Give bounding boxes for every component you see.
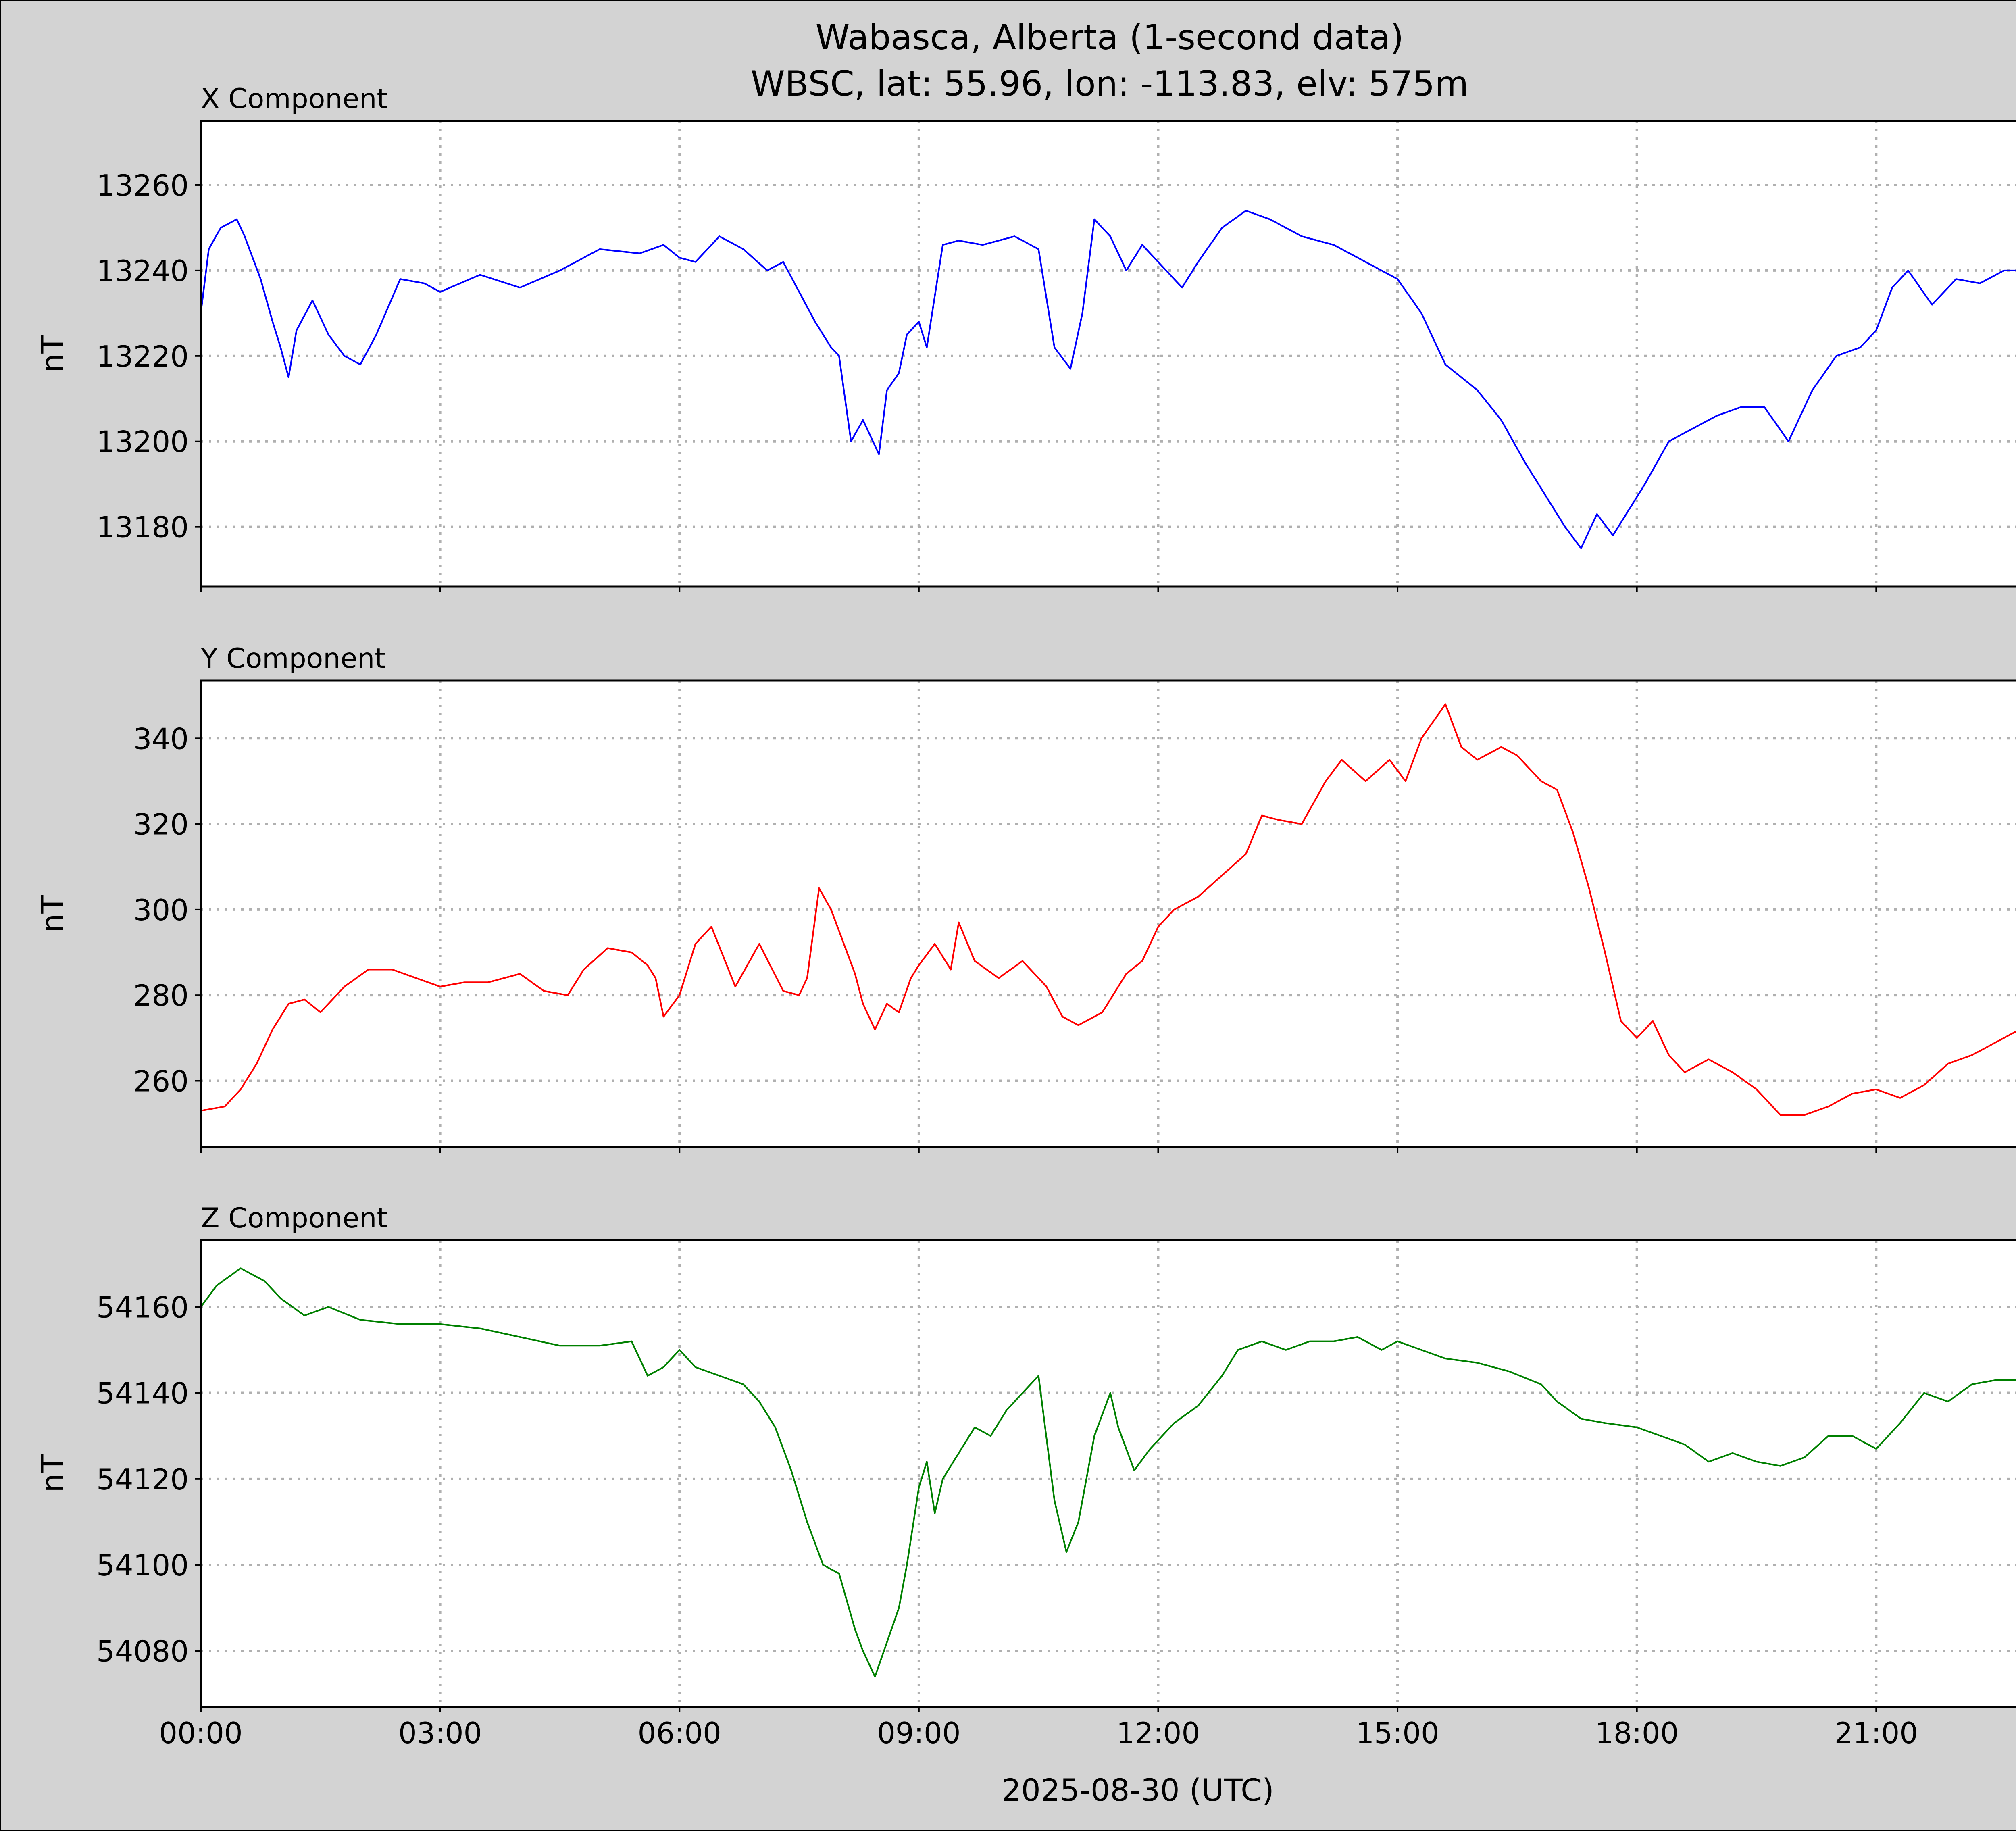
x-axis-title: 2025-08-30 (UTC) [1002,1772,1274,1808]
xtick-label-4: 12:00 [1116,1716,1200,1750]
y-plot-area [201,681,2016,1147]
y-plot-frame [200,679,2016,1148]
xtick-label-6: 18:00 [1595,1716,1679,1750]
z-ytick-label-4: 54160 [96,1290,189,1324]
xtick-label-1: 03:00 [398,1716,482,1750]
x-series-line-0 [200,210,2016,549]
z-plot-area [201,1240,2016,1707]
xtick-label-0: 00:00 [159,1716,243,1750]
y-ytick-label-4: 340 [133,722,189,756]
y-component-panel: 260 280 300 320 340 Y Component nT [35,643,2016,1153]
y-ytick-label-3: 320 [133,808,189,842]
z-panel-title: Z Component [201,1202,387,1234]
y-panel-title: Y Component [200,643,385,675]
z-ytick-label-0: 54080 [96,1634,189,1668]
x-component-panel: 13180 13200 13220 13240 13260 X Component nT [35,83,2016,592]
y-ytick-label-1: 280 [133,979,189,1012]
figure-title-line2: WBSC, lat: 55.96, lon: -113.83, elv: 575… [751,64,1469,104]
z-ytick-label-2: 54120 [96,1462,189,1496]
y-ytick-label-2: 300 [133,893,189,927]
x-plot-area [201,121,2016,587]
x-ytick-label-2: 13220 [96,340,189,373]
z-plot-frame [200,1239,2016,1708]
z-ytick-label-3: 54140 [96,1377,189,1410]
y-ytick-label-0: 260 [133,1064,189,1098]
z-ytick-label-1: 54100 [96,1548,189,1582]
x-ytick-label-3: 13240 [96,254,189,288]
figure-title-line1: Wabasca, Alberta (1-second data) [816,17,1404,58]
x-plot-frame [200,120,2016,588]
x-ytick-label-1: 13200 [96,425,189,459]
z-component-panel: 54080 54100 54120 54140 54160 Z Component nT 00… [35,1202,2016,1750]
xtick-label-3: 09:00 [877,1716,961,1750]
x-panel-title: X Component [201,83,387,115]
xtick-label-2: 06:00 [637,1716,721,1750]
z-series-line-0 [200,1267,2016,1678]
xtick-label-7: 21:00 [1835,1716,1918,1750]
xtick-label-5: 15:00 [1356,1716,1439,1750]
z-y-axis-label: nT [35,1454,71,1493]
x-y-axis-label: nT [35,335,71,373]
x-ytick-label-4: 13260 [96,169,189,202]
y-series-line-0 [200,703,2016,1116]
y-y-axis-label: nT [35,895,71,933]
x-ytick-label-0: 13180 [96,510,189,544]
